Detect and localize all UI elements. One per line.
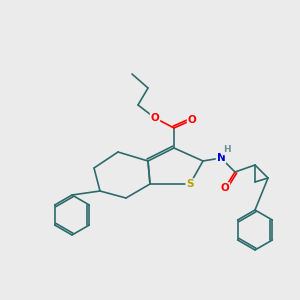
Text: S: S [186,179,194,189]
Text: N: N [217,153,225,163]
Text: H: H [223,146,231,154]
Text: O: O [151,113,159,123]
Text: O: O [220,183,230,193]
Text: O: O [188,115,196,125]
